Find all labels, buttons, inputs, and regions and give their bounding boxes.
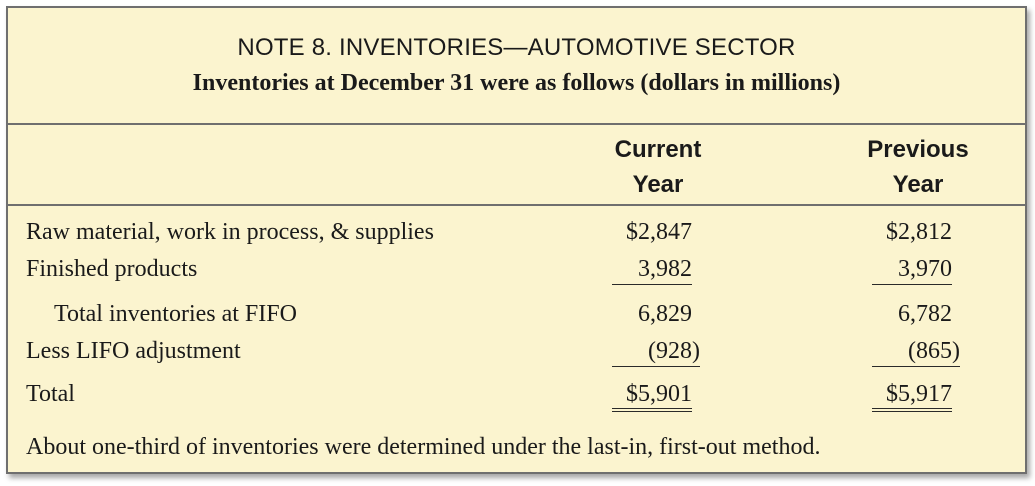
column-header-previous-line1: Previous — [867, 136, 969, 163]
row-label: Raw material, work in process, & supplie… — [26, 219, 434, 245]
column-header-current-line2: Year — [632, 171, 684, 198]
note-subtitle: Inventories at December 31 were as follo… — [192, 70, 841, 96]
note-header: NOTE 8. INVENTORIES—AUTOMOTIVE SECTOR In… — [8, 8, 1025, 125]
row-value-previous: $2,812 — [886, 219, 952, 245]
table-row: Less LIFO adjustment (928) (865) — [8, 338, 1025, 372]
column-header-previous-year: Previous Year — [838, 132, 998, 202]
table-row: Raw material, work in process, & supplie… — [8, 219, 1025, 253]
table-row: Total $5,901 $5,917 — [8, 381, 1025, 415]
row-value-previous: 3,970 — [872, 256, 952, 285]
column-header-divider — [8, 204, 1025, 206]
column-header-current-line1: Current — [614, 136, 702, 163]
row-value-current: (928) — [612, 338, 700, 367]
row-label: Less LIFO adjustment — [26, 338, 241, 364]
row-value-current: $2,847 — [626, 219, 692, 245]
row-label: Finished products — [26, 256, 198, 282]
row-value-current: $5,901 — [612, 381, 692, 412]
row-value-previous: (865) — [872, 338, 960, 367]
column-header-current-year: Current Year — [578, 132, 738, 202]
note-title: NOTE 8. INVENTORIES—AUTOMOTIVE SECTOR — [237, 34, 796, 61]
inventory-note-panel: NOTE 8. INVENTORIES—AUTOMOTIVE SECTOR In… — [6, 6, 1027, 474]
note-footnote: About one-third of inventories were dete… — [26, 434, 821, 460]
row-value-current: 6,829 — [638, 301, 692, 327]
table-row: Finished products 3,982 3,970 — [8, 256, 1025, 290]
row-label: Total — [26, 381, 75, 407]
row-value-previous: 6,782 — [898, 301, 952, 327]
row-value-previous: $5,917 — [872, 381, 952, 412]
row-label: Total inventories at FIFO — [54, 301, 297, 327]
row-value-current: 3,982 — [612, 256, 692, 285]
table-row: Total inventories at FIFO 6,829 6,782 — [8, 301, 1025, 335]
column-header-previous-line2: Year — [892, 171, 944, 198]
